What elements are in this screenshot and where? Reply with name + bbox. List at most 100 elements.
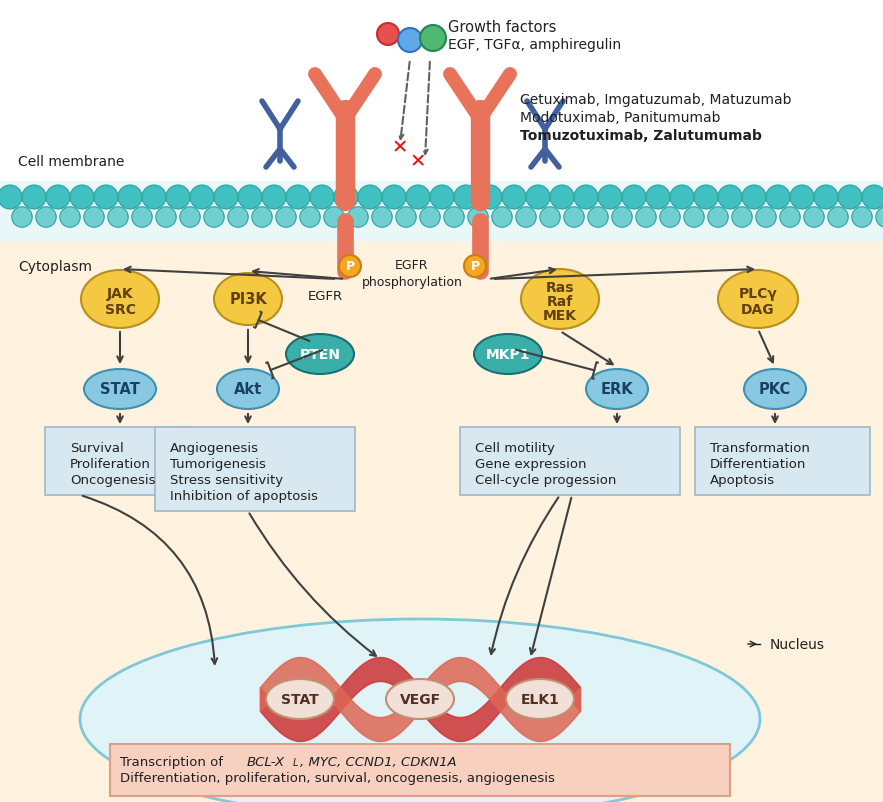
Ellipse shape bbox=[521, 269, 599, 330]
Circle shape bbox=[358, 186, 382, 210]
Circle shape bbox=[502, 186, 526, 210]
Ellipse shape bbox=[744, 370, 806, 410]
Text: SRC: SRC bbox=[104, 302, 135, 317]
Circle shape bbox=[108, 208, 128, 228]
Circle shape bbox=[348, 208, 368, 228]
Circle shape bbox=[598, 186, 622, 210]
Text: ERK: ERK bbox=[600, 382, 633, 397]
Text: ELK1: ELK1 bbox=[521, 692, 560, 706]
Text: ✕: ✕ bbox=[392, 138, 408, 157]
Circle shape bbox=[238, 186, 262, 210]
Circle shape bbox=[142, 186, 166, 210]
Text: STAT: STAT bbox=[281, 692, 319, 706]
Circle shape bbox=[396, 208, 416, 228]
Circle shape bbox=[756, 208, 776, 228]
Circle shape bbox=[492, 208, 512, 228]
Ellipse shape bbox=[474, 334, 542, 375]
Circle shape bbox=[300, 208, 321, 228]
Ellipse shape bbox=[286, 334, 354, 375]
Text: Nucleus: Nucleus bbox=[770, 638, 825, 651]
Text: PI3K: PI3K bbox=[229, 292, 267, 307]
Circle shape bbox=[694, 186, 718, 210]
Circle shape bbox=[742, 186, 766, 210]
Circle shape bbox=[876, 208, 883, 228]
Circle shape bbox=[516, 208, 536, 228]
Ellipse shape bbox=[214, 273, 282, 326]
Text: P: P bbox=[345, 260, 355, 273]
Circle shape bbox=[766, 186, 790, 210]
Circle shape bbox=[22, 186, 46, 210]
Text: Cell membrane: Cell membrane bbox=[18, 155, 125, 168]
Ellipse shape bbox=[464, 256, 486, 277]
Circle shape bbox=[683, 208, 705, 228]
Text: Differentiation: Differentiation bbox=[710, 457, 806, 471]
Text: Tumorigenesis: Tumorigenesis bbox=[170, 457, 266, 471]
Text: JAK: JAK bbox=[107, 286, 133, 301]
Bar bbox=[695, 427, 870, 496]
Text: Cell motility: Cell motility bbox=[475, 441, 555, 455]
Circle shape bbox=[204, 208, 224, 228]
Ellipse shape bbox=[718, 270, 798, 329]
Circle shape bbox=[564, 208, 585, 228]
Circle shape bbox=[36, 208, 57, 228]
Text: BCL-X: BCL-X bbox=[247, 755, 285, 768]
Text: , MYC, CCND1, CDKN1A: , MYC, CCND1, CDKN1A bbox=[300, 755, 457, 768]
Circle shape bbox=[0, 186, 22, 210]
Circle shape bbox=[732, 208, 752, 228]
Circle shape bbox=[228, 208, 248, 228]
Text: Proliferation: Proliferation bbox=[70, 457, 151, 471]
Circle shape bbox=[780, 208, 800, 228]
Text: VEGF: VEGF bbox=[399, 692, 441, 706]
Circle shape bbox=[588, 208, 608, 228]
Circle shape bbox=[180, 208, 200, 228]
Text: ✕: ✕ bbox=[410, 152, 426, 172]
Circle shape bbox=[622, 186, 646, 210]
Circle shape bbox=[646, 186, 670, 210]
Text: Stress sensitivity: Stress sensitivity bbox=[170, 473, 283, 486]
Circle shape bbox=[334, 186, 358, 210]
Circle shape bbox=[406, 186, 430, 210]
Circle shape bbox=[11, 208, 32, 228]
Bar bbox=[155, 427, 355, 512]
Circle shape bbox=[132, 208, 152, 228]
Ellipse shape bbox=[217, 370, 279, 410]
Circle shape bbox=[612, 208, 632, 228]
Circle shape bbox=[526, 186, 550, 210]
Circle shape bbox=[444, 208, 464, 228]
Circle shape bbox=[708, 208, 728, 228]
Text: EGF, TGFα, amphiregulin: EGF, TGFα, amphiregulin bbox=[448, 38, 621, 52]
Text: Transcription of: Transcription of bbox=[120, 755, 227, 768]
Circle shape bbox=[550, 186, 574, 210]
Text: Gene expression: Gene expression bbox=[475, 457, 586, 471]
Circle shape bbox=[574, 186, 598, 210]
Circle shape bbox=[60, 208, 80, 228]
Text: STAT: STAT bbox=[100, 382, 140, 397]
Text: Apoptosis: Apoptosis bbox=[710, 473, 775, 486]
Ellipse shape bbox=[377, 24, 399, 46]
Circle shape bbox=[382, 186, 406, 210]
Circle shape bbox=[827, 208, 849, 228]
Circle shape bbox=[790, 186, 814, 210]
Circle shape bbox=[814, 186, 838, 210]
Text: PTEN: PTEN bbox=[299, 347, 341, 362]
Circle shape bbox=[454, 186, 478, 210]
Text: MKP1: MKP1 bbox=[486, 347, 531, 362]
Circle shape bbox=[660, 208, 680, 228]
Text: Cetuximab, Imgatuzumab, Matuzumab: Cetuximab, Imgatuzumab, Matuzumab bbox=[520, 93, 791, 107]
Circle shape bbox=[286, 186, 310, 210]
Circle shape bbox=[166, 186, 190, 210]
Ellipse shape bbox=[420, 26, 446, 52]
Text: Tomuzotuximab, Zalutumumab: Tomuzotuximab, Zalutumumab bbox=[520, 129, 762, 143]
Circle shape bbox=[190, 186, 214, 210]
Text: Cell-cycle progession: Cell-cycle progession bbox=[475, 473, 616, 486]
Circle shape bbox=[670, 186, 694, 210]
Circle shape bbox=[468, 208, 488, 228]
Circle shape bbox=[430, 186, 454, 210]
Circle shape bbox=[70, 186, 94, 210]
Circle shape bbox=[262, 186, 286, 210]
Text: Raf: Raf bbox=[547, 294, 573, 309]
Text: Survival: Survival bbox=[70, 441, 124, 455]
Ellipse shape bbox=[386, 679, 454, 719]
Circle shape bbox=[214, 186, 238, 210]
Text: P: P bbox=[471, 260, 479, 273]
